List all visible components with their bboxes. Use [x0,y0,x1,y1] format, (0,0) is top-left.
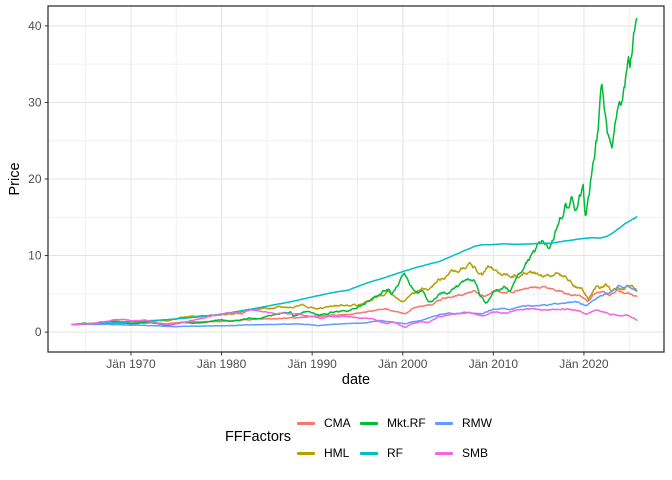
x-axis-title: date [341,372,371,388]
legend-key-line-RMW [435,421,453,425]
y-tick-label: 0 [35,325,42,339]
series-line-HML [71,261,638,326]
series-line-RF [71,216,638,326]
legend-item-Mkt.RF: Mkt.RF [360,415,426,431]
y-tick-label: 40 [28,19,42,33]
x-tick-label: Jän 1970 [106,357,156,371]
series-line-RMW [71,284,638,328]
legend-label: HML [324,446,350,460]
x-tick-label: Jän 1980 [197,357,247,371]
legend-key-line-HML [297,451,315,455]
y-axis-title: Price [7,162,23,196]
legend-item-RMW: RMW [435,415,492,431]
legend-key-line-CMA [297,421,315,425]
x-tick-label: Jän 2010 [469,357,519,371]
legend-label: RF [387,446,403,460]
legend-label: CMA [324,416,351,430]
panel-border [47,5,665,353]
legend-item-CMA: CMA [297,415,351,431]
x-tick-label: Jän 2020 [559,357,609,371]
x-tick-label: Jän 2000 [378,357,428,371]
legend-key-line-Mkt.RF [360,421,378,425]
legend-item-RF: RF [360,445,403,461]
x-tick-label: Jän 1990 [287,357,337,371]
legend-item-SMB: SMB [435,445,488,461]
legend-item-HML: HML [297,445,349,461]
y-tick-label: 30 [28,95,42,109]
legend-label: SMB [462,446,489,460]
y-tick-label: 10 [28,249,42,263]
legend-label: RMW [462,416,492,430]
legend-key-line-SMB [435,451,453,455]
price-line-chart: 0 10 20 30 40 Jän 1970 Jän 1980 Jän 1990 Jän 200… [28,5,665,371]
y-tick-label: 20 [28,172,42,186]
legend-key-line-RF [360,451,378,455]
series-line-SMB [71,307,638,329]
legend-title: FFFactors [224,429,291,445]
legend-label: Mkt.RF [387,416,426,430]
series-line-Mkt.RF [71,17,638,327]
